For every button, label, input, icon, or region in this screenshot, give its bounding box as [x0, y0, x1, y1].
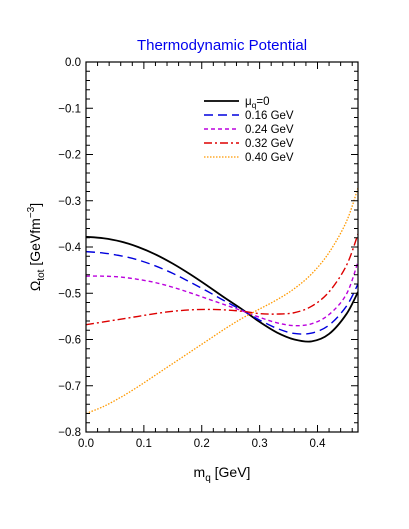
x-tick-label: 0.3 [252, 438, 268, 450]
y-axis-label-unit-sup: −3 [26, 206, 37, 218]
legend: μq=00.16 GeV 0.24 GeV 0.32 GeV 0.40 GeV [204, 96, 294, 164]
x-axis-label-sub: q [205, 473, 211, 484]
series-group [86, 187, 358, 415]
y-tick-label: −0.3 [58, 196, 81, 208]
series-line-3 [86, 261, 358, 327]
legend-label-2: 0.16 GeV [245, 110, 294, 122]
x-tick-label: 0.2 [194, 438, 210, 450]
series-line-1 [86, 235, 358, 343]
y-tick-label: −0.7 [58, 381, 81, 393]
y-tick-label: −0.1 [58, 103, 81, 115]
y-tick-label: −0.2 [58, 150, 81, 162]
y-tick-label: −0.5 [58, 288, 81, 300]
plot-frame [85, 61, 359, 433]
x-axis-label-main: m [194, 464, 206, 480]
legend-label-4: 0.32 GeV [245, 138, 294, 150]
x-tick-label: 0.1 [136, 438, 152, 450]
series-line-2 [86, 250, 358, 335]
y-axis-label-unit-pre: [GeVfm [27, 218, 43, 269]
series-line-5 [86, 187, 358, 415]
x-axis-label: mq [GeV] [194, 464, 251, 484]
y-tick-label: 0.0 [65, 57, 81, 69]
y-tick-label: −0.4 [58, 242, 81, 254]
series-line-4 [86, 233, 358, 326]
y-axis-label-main: Ω [27, 281, 43, 291]
legend-label-1: μq=0 [245, 96, 270, 110]
x-tick-label: 0.0 [78, 438, 94, 450]
y-tick-label: −0.6 [58, 335, 81, 347]
axes: 0.0 0.1 0.2 0.3 0.4 0.0 −0.1 −0.2 −0.3 −0.4 −0.5 −0… [58, 57, 359, 450]
x-axis-label-unit: [GeV] [211, 464, 251, 480]
y-tick-label: −0.8 [58, 427, 81, 439]
legend-label-3: 0.24 GeV [245, 124, 294, 136]
legend-label-5: 0.40 GeV [245, 152, 294, 164]
x-tick-label: 0.4 [309, 438, 326, 450]
y-axis-label: Ωtot [GeVfm−3] [26, 203, 47, 291]
y-axis-label-sub: tot [36, 269, 47, 280]
chart-title: Thermodynamic Potential [137, 37, 307, 54]
y-axis-label-unit-post: ] [27, 203, 43, 207]
